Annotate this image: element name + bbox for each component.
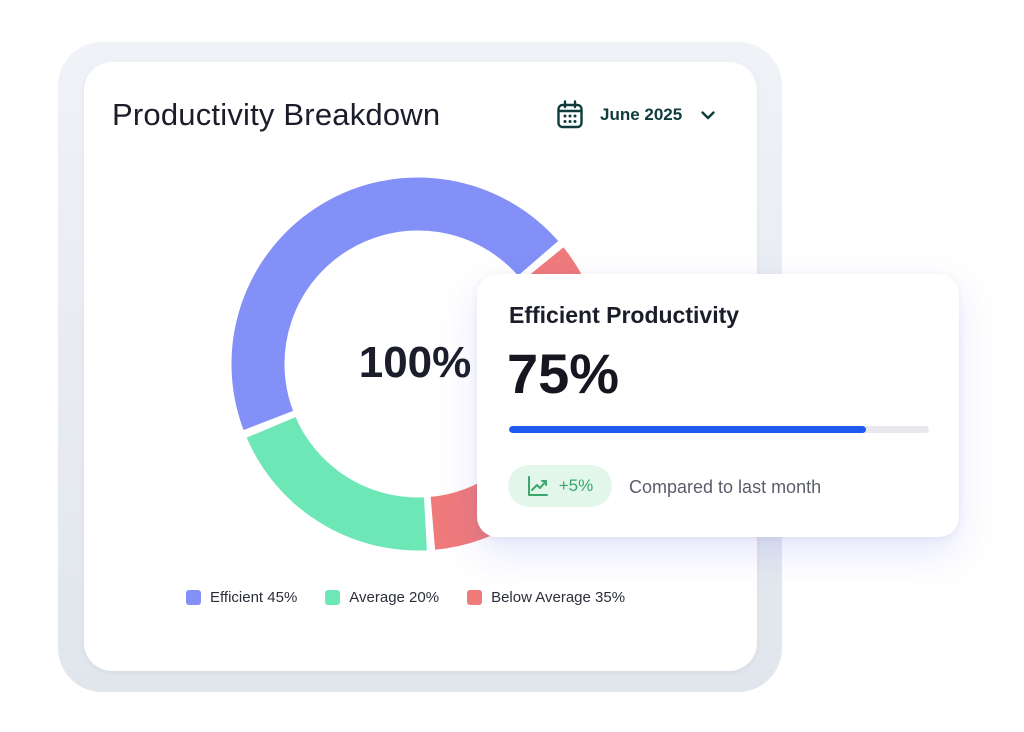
legend-item-efficient: Efficient 45%	[186, 589, 297, 606]
month-selector[interactable]: June 2025	[556, 98, 728, 132]
chevron-down-icon	[700, 107, 716, 123]
overlay-value: 75%	[507, 342, 620, 405]
trend-up-icon	[527, 475, 549, 497]
legend-swatch-below-average	[467, 589, 483, 605]
legend-item-below-average: Below Average 35%	[467, 589, 625, 606]
donut-center-label: 100%	[358, 338, 472, 387]
compare-text: Compared to last month	[629, 477, 822, 497]
change-value: +5%	[558, 476, 594, 495]
legend-item-average: Average 20%	[325, 589, 439, 606]
chart-legend: Efficient 45% Average 20% Below Average …	[186, 586, 653, 608]
donut-slice-efficient	[228, 174, 562, 434]
calendar-icon	[556, 100, 584, 130]
progress-bar	[509, 426, 929, 433]
month-selector-label: June 2025	[600, 105, 683, 124]
card-title: Productivity Breakdown	[112, 97, 441, 132]
overlay-title: Efficient Productivity	[509, 302, 740, 328]
legend-label-efficient: Efficient 45%	[210, 588, 298, 606]
efficient-productivity-card: Efficient Productivity 75% +5% Compared …	[477, 274, 959, 537]
legend-label-average: Average 20%	[349, 588, 440, 606]
donut-slice-average	[243, 413, 430, 554]
legend-swatch-average	[325, 589, 341, 605]
progress-bar-fill	[509, 426, 866, 433]
change-badge: +5%	[508, 465, 612, 507]
legend-swatch-efficient	[186, 589, 201, 605]
legend-label-below-average: Below Average 35%	[491, 588, 626, 606]
